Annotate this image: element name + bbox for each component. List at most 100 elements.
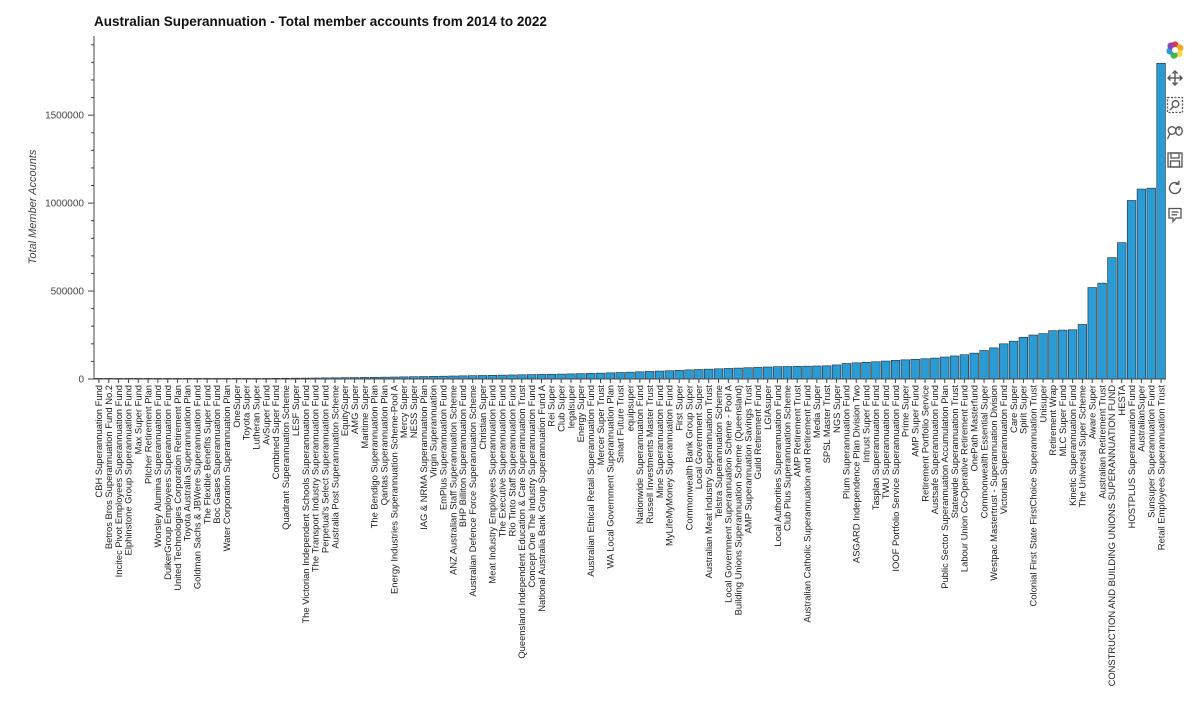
bar[interactable] <box>517 374 527 380</box>
bar[interactable] <box>487 375 497 380</box>
hover-icon[interactable] <box>1164 204 1186 226</box>
bar[interactable] <box>831 364 842 380</box>
bar[interactable] <box>674 370 684 380</box>
x-tick-label: CONSTRUCTION AND BUILDING UNIONS SUPERAN… <box>1106 385 1117 687</box>
bar[interactable] <box>477 375 488 380</box>
x-tick-label: Perpetual's Select Superannuation Fund <box>319 385 330 553</box>
bar[interactable] <box>704 368 714 380</box>
x-tick-label: Max Super Fund <box>133 385 144 454</box>
bar[interactable] <box>497 374 507 380</box>
bar[interactable] <box>812 365 822 380</box>
bar[interactable] <box>546 373 556 380</box>
bar[interactable] <box>1028 334 1038 380</box>
bar[interactable] <box>586 373 596 380</box>
bar[interactable] <box>890 360 901 380</box>
x-tick-label: Australian Catholic Superannuation and R… <box>801 385 812 623</box>
bar[interactable] <box>861 361 871 380</box>
bar[interactable] <box>1097 282 1107 380</box>
x-tick-label: AvSuper Fund <box>260 385 271 445</box>
bar[interactable] <box>566 373 576 380</box>
pan-icon[interactable] <box>1164 67 1186 89</box>
bokeh-logo-icon[interactable] <box>1164 39 1186 61</box>
bar[interactable] <box>635 371 645 380</box>
bar[interactable] <box>979 350 989 380</box>
bar[interactable] <box>1126 200 1137 380</box>
bar[interactable] <box>507 374 517 380</box>
bar[interactable] <box>999 343 1009 380</box>
wheel-zoom-icon[interactable] <box>1164 122 1186 144</box>
bar[interactable] <box>1077 324 1088 380</box>
bar[interactable] <box>1087 287 1097 380</box>
bar[interactable] <box>733 367 743 380</box>
bar[interactable] <box>1008 340 1019 380</box>
bar[interactable] <box>802 365 812 380</box>
bar[interactable] <box>782 366 792 380</box>
bar[interactable] <box>576 373 586 380</box>
chart-title: Australian Superannuation - Total member… <box>94 14 547 29</box>
x-tick-label: Care Super <box>1008 385 1019 433</box>
bar[interactable] <box>595 372 606 380</box>
bar[interactable] <box>527 374 537 380</box>
bar[interactable] <box>743 367 753 380</box>
x-tick-label: Water Corporation Superannuation Plan <box>221 385 232 551</box>
bar[interactable] <box>645 371 655 380</box>
x-tick-label: ASGARD Independence Plan Division Two <box>851 385 862 563</box>
x-tick-label: Mercy Super <box>398 385 409 438</box>
x-tick-label: AMP Super Fund <box>910 385 921 457</box>
bar[interactable] <box>625 371 635 380</box>
bar[interactable] <box>1018 337 1029 380</box>
bar[interactable] <box>713 368 724 380</box>
bar[interactable] <box>910 358 920 380</box>
bar[interactable] <box>1136 188 1147 380</box>
x-tick-label: Concept One The Industry Superannuation … <box>526 385 537 588</box>
bar[interactable] <box>1117 242 1127 380</box>
bar[interactable] <box>694 369 704 380</box>
bar[interactable] <box>1107 257 1117 380</box>
reset-icon[interactable] <box>1164 177 1186 199</box>
bar[interactable] <box>556 373 566 380</box>
x-tick-label: Nationwide Superannuation Fund <box>634 385 645 524</box>
bar[interactable] <box>959 354 970 380</box>
bar[interactable] <box>468 375 478 380</box>
bar[interactable] <box>1058 329 1068 380</box>
bar[interactable] <box>1146 187 1156 380</box>
x-tick-label: Retirement Portfolio Service <box>919 385 930 502</box>
bar[interactable] <box>1038 333 1048 380</box>
bar[interactable] <box>920 358 930 380</box>
bar[interactable] <box>822 365 832 380</box>
bar[interactable] <box>654 370 665 380</box>
bar[interactable] <box>881 360 891 380</box>
bar[interactable] <box>723 368 733 380</box>
bar[interactable] <box>664 370 674 380</box>
x-tick-label: Christian Super <box>477 385 488 450</box>
save-icon[interactable] <box>1164 149 1186 171</box>
bar[interactable] <box>1048 330 1058 380</box>
x-tick-label: Virgin Superannuation <box>428 385 439 478</box>
bar[interactable] <box>851 362 861 380</box>
bar[interactable] <box>940 356 950 380</box>
bar[interactable] <box>930 357 940 380</box>
bar[interactable] <box>684 369 694 380</box>
bar[interactable] <box>772 366 783 380</box>
bar[interactable] <box>871 361 881 380</box>
x-tick-label: Victorian Superannuation Fund <box>998 385 1009 514</box>
bar[interactable] <box>615 372 625 380</box>
bar[interactable] <box>900 359 910 380</box>
bar[interactable] <box>949 355 960 380</box>
bar[interactable] <box>969 352 979 380</box>
x-tick-label: Qantas Superannuation Plan <box>378 385 389 505</box>
x-tick-label: Local Authorities Superannuation Fund <box>772 385 783 547</box>
box-zoom-icon[interactable] <box>1164 94 1186 116</box>
bar[interactable] <box>841 363 851 380</box>
bar[interactable] <box>753 367 763 380</box>
bar[interactable] <box>792 366 802 380</box>
x-tick-label: Unisuper <box>1037 385 1048 423</box>
bar[interactable] <box>763 366 773 380</box>
bar[interactable] <box>605 372 615 380</box>
x-tick-label: legalsuper <box>565 385 576 428</box>
bar[interactable] <box>1067 329 1078 380</box>
bar[interactable] <box>536 374 547 380</box>
bar[interactable] <box>989 347 999 380</box>
x-tick-label: SPSL Master Trust <box>821 385 832 464</box>
x-tick-label: Betros Bros Superannuation Fund No.2 <box>103 385 114 549</box>
